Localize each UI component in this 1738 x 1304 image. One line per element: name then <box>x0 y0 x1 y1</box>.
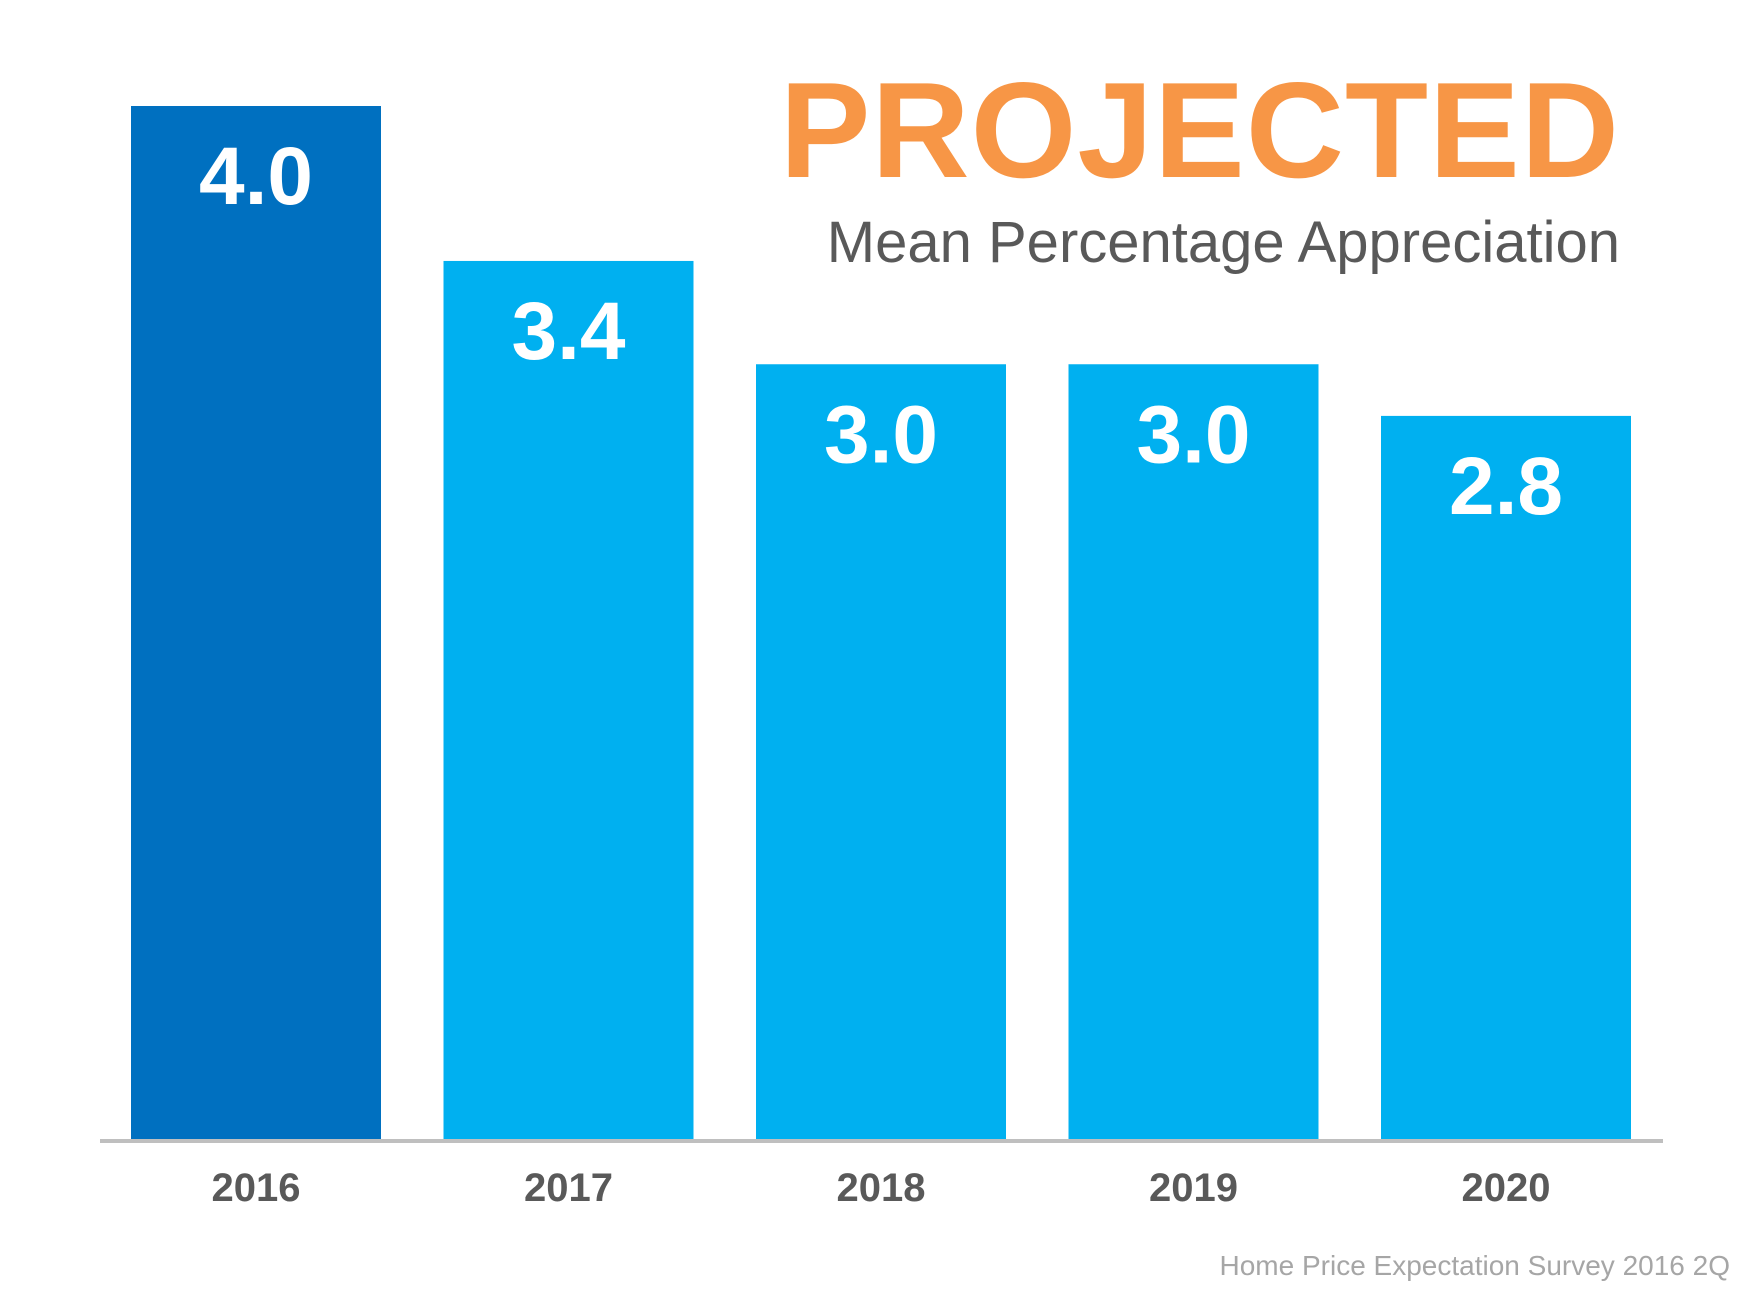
category-label-2018: 2018 <box>837 1166 926 1210</box>
chart-title: PROJECTED <box>779 54 1620 206</box>
source-note: Home Price Expectation Survey 2016 2Q <box>1219 1250 1730 1281</box>
category-label-2017: 2017 <box>524 1166 613 1210</box>
value-label-2020: 2.8 <box>1449 441 1563 532</box>
category-label-2016: 2016 <box>212 1166 301 1210</box>
value-label-2018: 3.0 <box>824 389 938 480</box>
category-label-2019: 2019 <box>1149 1166 1238 1210</box>
bar-2019 <box>1068 364 1319 1139</box>
bar-2016 <box>131 106 381 1139</box>
value-label-2017: 3.4 <box>512 286 626 377</box>
bar-2018 <box>756 364 1006 1139</box>
value-label-2019: 3.0 <box>1137 389 1251 480</box>
category-label-2020: 2020 <box>1462 1166 1551 1210</box>
chart-subtitle: Mean Percentage Appreciation <box>826 210 1620 275</box>
value-label-2016: 4.0 <box>199 131 313 222</box>
bar-2017 <box>443 260 694 1139</box>
bar-2020 <box>1381 415 1631 1139</box>
